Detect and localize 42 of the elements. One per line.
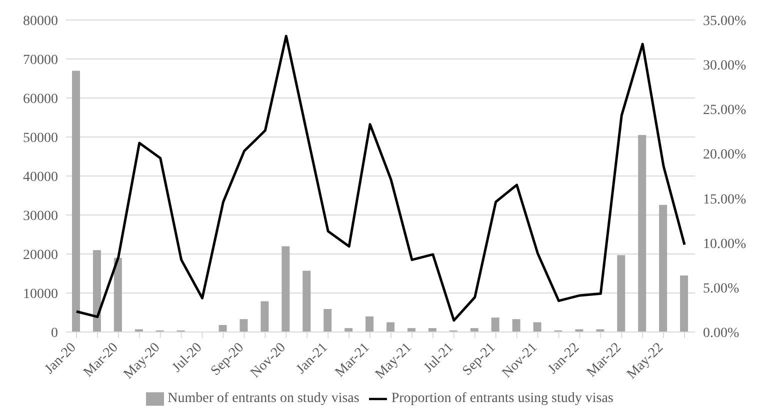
legend-label: Number of entrants on study visas [168,391,360,406]
y2-tick-label: 0.00% [703,326,740,341]
bar [386,322,394,332]
y2-tick-label: 5.00% [703,281,740,296]
bar [114,258,122,332]
y2-tick-label: 35.00% [703,14,746,29]
bar [302,270,311,332]
y-tick-label: 20000 [23,248,58,263]
y-tick-label: 50000 [23,130,58,146]
y2-tick-label: 15.00% [703,192,746,208]
bar [282,246,290,332]
y-tick-label: 10000 [23,286,58,302]
bar [92,250,101,332]
y-tick-label: 80000 [23,14,58,29]
line-series [75,34,686,322]
bar [260,301,269,332]
bar [638,135,646,332]
bar [240,319,248,332]
y-tick-label: 70000 [23,52,58,68]
bar [512,319,520,332]
y2-tick-label: 10.00% [703,236,746,252]
y2-tick-label: 30.00% [703,58,746,74]
y-tick-label: 40000 [23,170,58,185]
bar [407,328,416,332]
y2-tick-label: 25.00% [703,103,746,118]
y-tick-label: 60000 [23,92,58,107]
y2-tick-label: 20.00% [703,148,746,163]
bar [470,328,478,332]
bar [533,322,542,332]
bar [617,255,626,332]
legend-label: Proportion of entrants using study visas [391,391,614,406]
bar [72,70,80,332]
bar [680,275,688,332]
bar [324,308,332,332]
bar [366,316,374,332]
bar [218,324,227,332]
bar [428,328,436,332]
y-tick-label: 0 [51,326,58,341]
bar [491,318,500,332]
bar [344,328,353,332]
bar [659,204,668,332]
y-tick-label: 30000 [23,208,58,224]
